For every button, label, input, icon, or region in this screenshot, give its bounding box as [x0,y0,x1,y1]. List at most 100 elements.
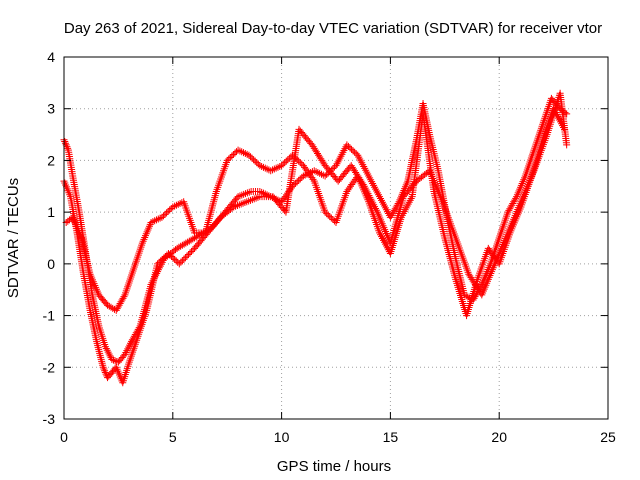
x-tick-label: 20 [491,429,507,445]
data-point [228,152,236,160]
data-point [149,218,157,226]
data-point [250,156,258,164]
data-point [323,210,331,218]
data-point [251,157,259,165]
data-point [175,260,183,268]
data-point [113,357,121,365]
data-point [314,168,322,176]
data-point [309,175,317,183]
y-tick-label: -2 [43,359,56,375]
data-point [159,212,167,220]
data-point [245,151,253,159]
data-point [174,200,182,208]
data-point [299,172,307,180]
data-point [223,156,231,164]
data-point [172,201,180,209]
data-point [278,162,286,170]
data-point [560,125,568,133]
data-point [225,155,233,163]
data-point [172,257,180,265]
data-point [154,215,162,223]
data-point [259,189,267,197]
data-point [274,163,282,171]
data-point [178,257,186,265]
data-point [168,252,176,260]
data-point [323,170,331,178]
data-point [63,143,71,151]
data-point [563,141,571,149]
y-tick-label: -3 [43,411,56,427]
data-point [157,257,165,265]
y-tick-label: 3 [47,101,55,117]
data-point [238,148,246,156]
data-point [290,153,298,161]
data-point [61,137,69,145]
data-point [100,365,108,373]
data-point [120,293,128,301]
x-tick-label: 10 [274,429,290,445]
data-point [183,252,191,260]
data-point [99,363,107,371]
data-point [248,154,256,162]
x-tick-label: 5 [169,429,177,445]
data-point [181,254,189,262]
data-point [261,164,269,172]
data-point [512,194,520,202]
data-point [215,215,223,223]
data-point [293,156,301,164]
data-point [180,255,188,263]
data-point [296,175,304,183]
data-point [258,162,266,170]
data-point [253,159,261,167]
data-point [329,216,337,224]
data-point [164,250,172,258]
data-point [226,153,234,161]
data-point [247,153,255,161]
y-tick-label: 4 [47,49,55,65]
y-tick-label: 2 [47,152,55,168]
y-axis-label: SDTVAR / TECUs [5,178,22,298]
data-point [349,147,357,155]
data-point [236,147,244,155]
x-tick-label: 25 [600,429,616,445]
data-point [563,110,571,118]
data-point [346,144,354,152]
data-point [169,203,177,211]
data-point [108,356,116,364]
data-point [310,167,318,175]
data-point [101,367,109,375]
data-point [163,209,171,217]
data-points [60,89,571,387]
data-point [154,260,162,268]
data-point [259,163,267,171]
data-point [394,200,402,208]
data-point [295,157,303,165]
data-point [147,218,155,226]
data-point [327,214,335,222]
data-point [279,160,287,168]
data-point [321,172,329,180]
plot-frame [63,56,609,420]
data-point [321,208,329,216]
data-point [324,211,332,219]
data-point [161,210,169,218]
data-point [231,149,239,157]
data-point [169,254,177,262]
data-point [281,159,289,167]
chart-title: Day 263 of 2021, Sidereal Day-to-day VTE… [64,20,602,37]
data-point [158,213,166,221]
data-point [241,150,249,158]
data-point [319,171,327,179]
data-point [269,166,277,174]
axis-ticks: 0 5 10 15 20 25 -3 -2 -1 0 1 2 3 4 [43,49,616,445]
data-point [284,156,292,164]
data-point [270,165,278,173]
data-point [186,249,194,257]
data-point [292,154,300,162]
data-point [263,191,271,199]
data-point [160,254,168,262]
data-point [64,144,72,152]
data-point [110,356,118,364]
